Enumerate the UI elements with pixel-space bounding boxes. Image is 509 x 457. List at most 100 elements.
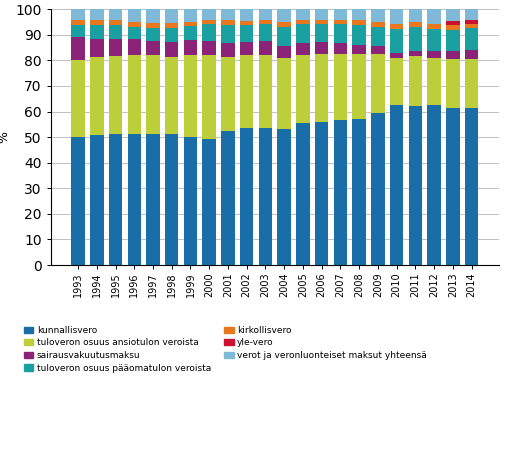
- Bar: [165, 42, 179, 57]
- Bar: [71, 59, 85, 137]
- Bar: [221, 43, 235, 57]
- Bar: [71, 9, 85, 20]
- Bar: [184, 21, 197, 27]
- Bar: [90, 9, 103, 21]
- Bar: [315, 20, 328, 24]
- Bar: [203, 9, 216, 20]
- Bar: [371, 22, 385, 27]
- Bar: [334, 20, 347, 24]
- Bar: [390, 58, 404, 106]
- Bar: [371, 46, 385, 53]
- Bar: [315, 54, 328, 122]
- Bar: [146, 23, 160, 28]
- Bar: [184, 27, 197, 40]
- Bar: [127, 22, 141, 27]
- Bar: [428, 51, 441, 58]
- Bar: [428, 9, 441, 24]
- Bar: [109, 25, 122, 38]
- Bar: [127, 55, 141, 133]
- Bar: [109, 57, 122, 134]
- Bar: [165, 28, 179, 42]
- Bar: [203, 139, 216, 265]
- Bar: [146, 134, 160, 265]
- Bar: [390, 106, 404, 265]
- Bar: [259, 41, 272, 55]
- Bar: [277, 46, 291, 58]
- Bar: [465, 59, 478, 108]
- Bar: [352, 45, 366, 54]
- Bar: [146, 55, 160, 134]
- Bar: [465, 20, 478, 24]
- Bar: [165, 9, 179, 23]
- Bar: [465, 50, 478, 59]
- Bar: [352, 9, 366, 21]
- Bar: [109, 21, 122, 25]
- Bar: [390, 9, 404, 24]
- Bar: [146, 28, 160, 41]
- Bar: [409, 106, 422, 265]
- Bar: [90, 21, 103, 25]
- Bar: [352, 54, 366, 119]
- Bar: [109, 38, 122, 57]
- Bar: [446, 25, 460, 30]
- Bar: [165, 57, 179, 134]
- Bar: [221, 21, 235, 25]
- Bar: [71, 37, 85, 59]
- Bar: [240, 42, 253, 55]
- Bar: [127, 27, 141, 39]
- Bar: [240, 9, 253, 21]
- Bar: [296, 122, 310, 265]
- Bar: [259, 20, 272, 25]
- Bar: [221, 131, 235, 265]
- Bar: [428, 29, 441, 51]
- Bar: [352, 21, 366, 25]
- Bar: [315, 24, 328, 42]
- Bar: [446, 51, 460, 58]
- Bar: [465, 28, 478, 50]
- Bar: [203, 20, 216, 25]
- Bar: [259, 128, 272, 265]
- Bar: [390, 29, 404, 53]
- Bar: [446, 108, 460, 265]
- Bar: [371, 53, 385, 112]
- Bar: [315, 42, 328, 54]
- Bar: [296, 43, 310, 55]
- Bar: [428, 105, 441, 265]
- Y-axis label: %: %: [0, 131, 10, 143]
- Bar: [221, 57, 235, 131]
- Bar: [90, 25, 103, 38]
- Bar: [409, 51, 422, 57]
- Bar: [259, 55, 272, 128]
- Bar: [465, 9, 478, 20]
- Bar: [371, 112, 385, 265]
- Bar: [127, 133, 141, 265]
- Bar: [127, 9, 141, 22]
- Bar: [465, 108, 478, 265]
- Bar: [165, 23, 179, 28]
- Bar: [221, 25, 235, 43]
- Bar: [184, 55, 197, 137]
- Bar: [334, 43, 347, 54]
- Bar: [409, 57, 422, 106]
- Bar: [277, 58, 291, 129]
- Bar: [352, 25, 366, 45]
- Bar: [277, 22, 291, 27]
- Bar: [296, 25, 310, 43]
- Bar: [90, 57, 103, 135]
- Bar: [446, 21, 460, 25]
- Bar: [221, 9, 235, 21]
- Bar: [184, 9, 197, 21]
- Bar: [315, 122, 328, 265]
- Legend: kunnallisvero, tuloveron osuus ansiotulon veroista, sairausvakuutusmaksu, tulove: kunnallisvero, tuloveron osuus ansiotulo…: [24, 326, 427, 373]
- Bar: [146, 41, 160, 55]
- Bar: [352, 119, 366, 265]
- Bar: [334, 24, 347, 43]
- Bar: [315, 9, 328, 20]
- Bar: [240, 21, 253, 25]
- Bar: [90, 38, 103, 57]
- Bar: [446, 9, 460, 21]
- Bar: [446, 30, 460, 51]
- Bar: [334, 54, 347, 120]
- Bar: [203, 25, 216, 41]
- Bar: [71, 25, 85, 37]
